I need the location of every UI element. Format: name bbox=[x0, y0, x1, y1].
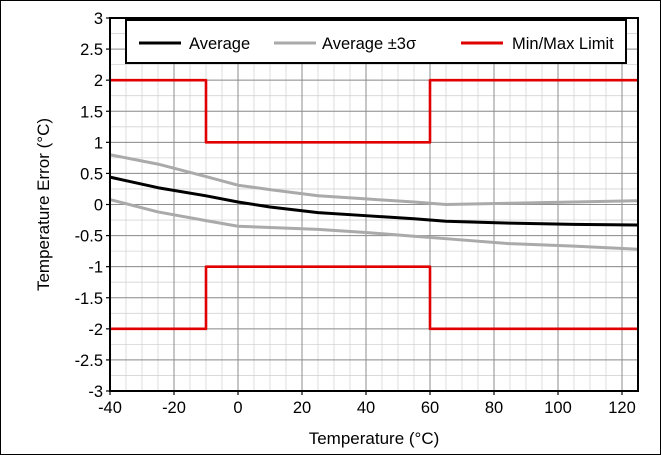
y-axis-title: Temperature Error (°C) bbox=[34, 118, 53, 291]
x-tick-label: 60 bbox=[421, 399, 439, 417]
x-tick-label: -20 bbox=[162, 399, 186, 417]
y-tick-label: -1.5 bbox=[75, 290, 103, 308]
series-lines bbox=[109, 78, 639, 331]
legend-label-2: Min/Max Limit bbox=[512, 35, 614, 53]
series-line-3 bbox=[110, 78, 638, 144]
y-tick-label: 3 bbox=[94, 10, 103, 28]
grid bbox=[109, 17, 639, 392]
y-tick-label: -2 bbox=[88, 321, 103, 339]
series-line-0 bbox=[109, 175, 639, 227]
x-tick-label: 100 bbox=[544, 399, 572, 417]
y-tick-label: 2 bbox=[94, 72, 103, 90]
x-tick-label: 80 bbox=[485, 399, 503, 417]
y-tick-label: -3 bbox=[88, 383, 103, 401]
x-tick-label: 40 bbox=[357, 399, 375, 417]
legend-label-0: Average bbox=[189, 35, 250, 53]
x-axis-title: Temperature (°C) bbox=[309, 429, 440, 448]
y-tick-label: 0 bbox=[94, 197, 103, 215]
y-tick-label: -0.5 bbox=[75, 228, 103, 246]
x-tick-label: 20 bbox=[293, 399, 311, 417]
y-tick-label: -2.5 bbox=[75, 352, 103, 370]
axis-ticks: -40 -20 0 20 40 60 80 100 120 3 2.5 2 1.5 1 0.5 0 -0.5 -1… bbox=[75, 10, 636, 417]
legend: Average Average ±3σ Min/Max Limit bbox=[125, 19, 627, 64]
series-line-4 bbox=[110, 265, 638, 331]
x-tick-label: 0 bbox=[233, 399, 242, 417]
x-tick-label: 120 bbox=[608, 399, 636, 417]
y-tick-label: -1 bbox=[88, 259, 103, 277]
legend-box bbox=[125, 19, 627, 64]
series-line-1 bbox=[109, 153, 639, 206]
y-tick-label: 1 bbox=[94, 134, 103, 152]
y-tick-label: 1.5 bbox=[80, 103, 103, 121]
legend-label-1: Average ±3σ bbox=[322, 35, 416, 53]
series-line-2 bbox=[109, 198, 639, 251]
x-tick-label: -40 bbox=[98, 399, 122, 417]
y-tick-label: 0.5 bbox=[80, 165, 103, 183]
y-tick-label: 2.5 bbox=[80, 41, 103, 59]
